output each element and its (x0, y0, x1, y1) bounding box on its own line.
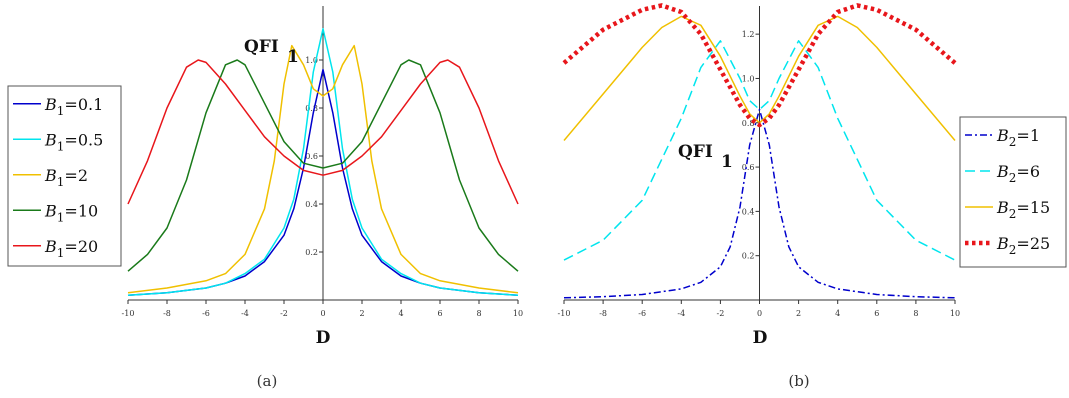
x-tick-label: 6 (437, 309, 442, 318)
x-tick-label: -10 (558, 309, 571, 318)
x-tick-label: -8 (599, 309, 607, 318)
panel-caption: (a) (257, 372, 278, 390)
legend-box (7, 85, 122, 267)
x-tick-label: 6 (874, 309, 879, 318)
x-tick-label: 10 (513, 309, 523, 318)
y-axis-title: QFI (244, 37, 279, 57)
x-tick-label: 0 (757, 309, 762, 318)
legend-label: B1=0.5 (44, 130, 103, 153)
y-tick-label: 0.6 (742, 163, 755, 172)
legend: B1=0.1 B1=0.5 B1=2 B1=10 B1=20 (7, 85, 122, 267)
x-tick-label: 0 (320, 309, 325, 318)
x-tick-label: -2 (280, 309, 288, 318)
y-axis-title-subscript: 1 (721, 152, 733, 172)
y-axis-title-subscript: 1 (287, 47, 299, 67)
x-tick-label: 2 (796, 309, 801, 318)
legend-label: B2=1 (996, 126, 1040, 149)
legend-label: B1=20 (44, 237, 98, 260)
series-line-2-1 (563, 40, 956, 261)
x-tick-label: 2 (359, 309, 364, 318)
y-tick-label: 1.0 (305, 56, 318, 65)
legend-label: B2=15 (996, 198, 1050, 221)
x-tick-label: -4 (677, 309, 685, 318)
y-tick-label: 0.6 (305, 152, 318, 161)
series-line-2-0 (563, 108, 956, 299)
series-line-1-4 (127, 59, 519, 205)
legend-label: B2=6 (996, 162, 1040, 185)
legend-label: B2=25 (996, 234, 1050, 257)
x-tick-label: -10 (122, 309, 135, 318)
x-tick-label: 10 (950, 309, 960, 318)
y-tick-label: 0.2 (742, 252, 755, 261)
legend-label: B1=0.1 (44, 95, 103, 118)
x-tick-label: 4 (398, 309, 403, 318)
x-axis-title: D (753, 328, 768, 348)
x-tick-label: -6 (638, 309, 646, 318)
x-tick-label: 8 (913, 309, 918, 318)
x-tick-label: -4 (241, 309, 249, 318)
x-tick-label: -6 (202, 309, 210, 318)
series-line-1-1 (127, 28, 519, 296)
y-tick-label: 1.0 (742, 74, 755, 83)
legend-label: B1=10 (44, 201, 98, 224)
x-tick-label: 8 (476, 309, 481, 318)
x-tick-label: -2 (717, 309, 725, 318)
series-line-1-2 (127, 44, 519, 294)
y-tick-label: 1.2 (742, 30, 755, 39)
legend-label: B1=2 (44, 166, 88, 189)
legend-box (959, 116, 1067, 268)
y-tick-label: 0.8 (742, 119, 755, 128)
y-tick-label: 0.4 (305, 200, 318, 209)
x-tick-label: 4 (835, 309, 840, 318)
series-line-2-3 (562, 3, 957, 128)
series-line-1-3 (127, 59, 519, 272)
legend: B2=1 B2=6 B2=15 B2=25 (959, 116, 1067, 268)
panel-b: -10 -8 -6 -4 -2 0 2 4 6 8 10 0.2 0.4 0.6 0.8 1.0 1.2 QFI 1… (558, 3, 1067, 390)
x-tick-label: -8 (163, 309, 171, 318)
panel-caption: (b) (788, 372, 809, 390)
y-tick-label: 0.2 (305, 248, 318, 257)
y-tick-label: 0.4 (742, 207, 755, 216)
y-tick-label: 0.8 (305, 104, 318, 113)
panel-a: -10 -8 -6 -4 -2 0 2 4 6 8 10 0.2 0.4 0.6 0.8 1.0 QFI 1 D (a… (7, 6, 523, 390)
x-axis-title: D (316, 328, 331, 348)
y-axis-title: QFI (678, 142, 713, 162)
